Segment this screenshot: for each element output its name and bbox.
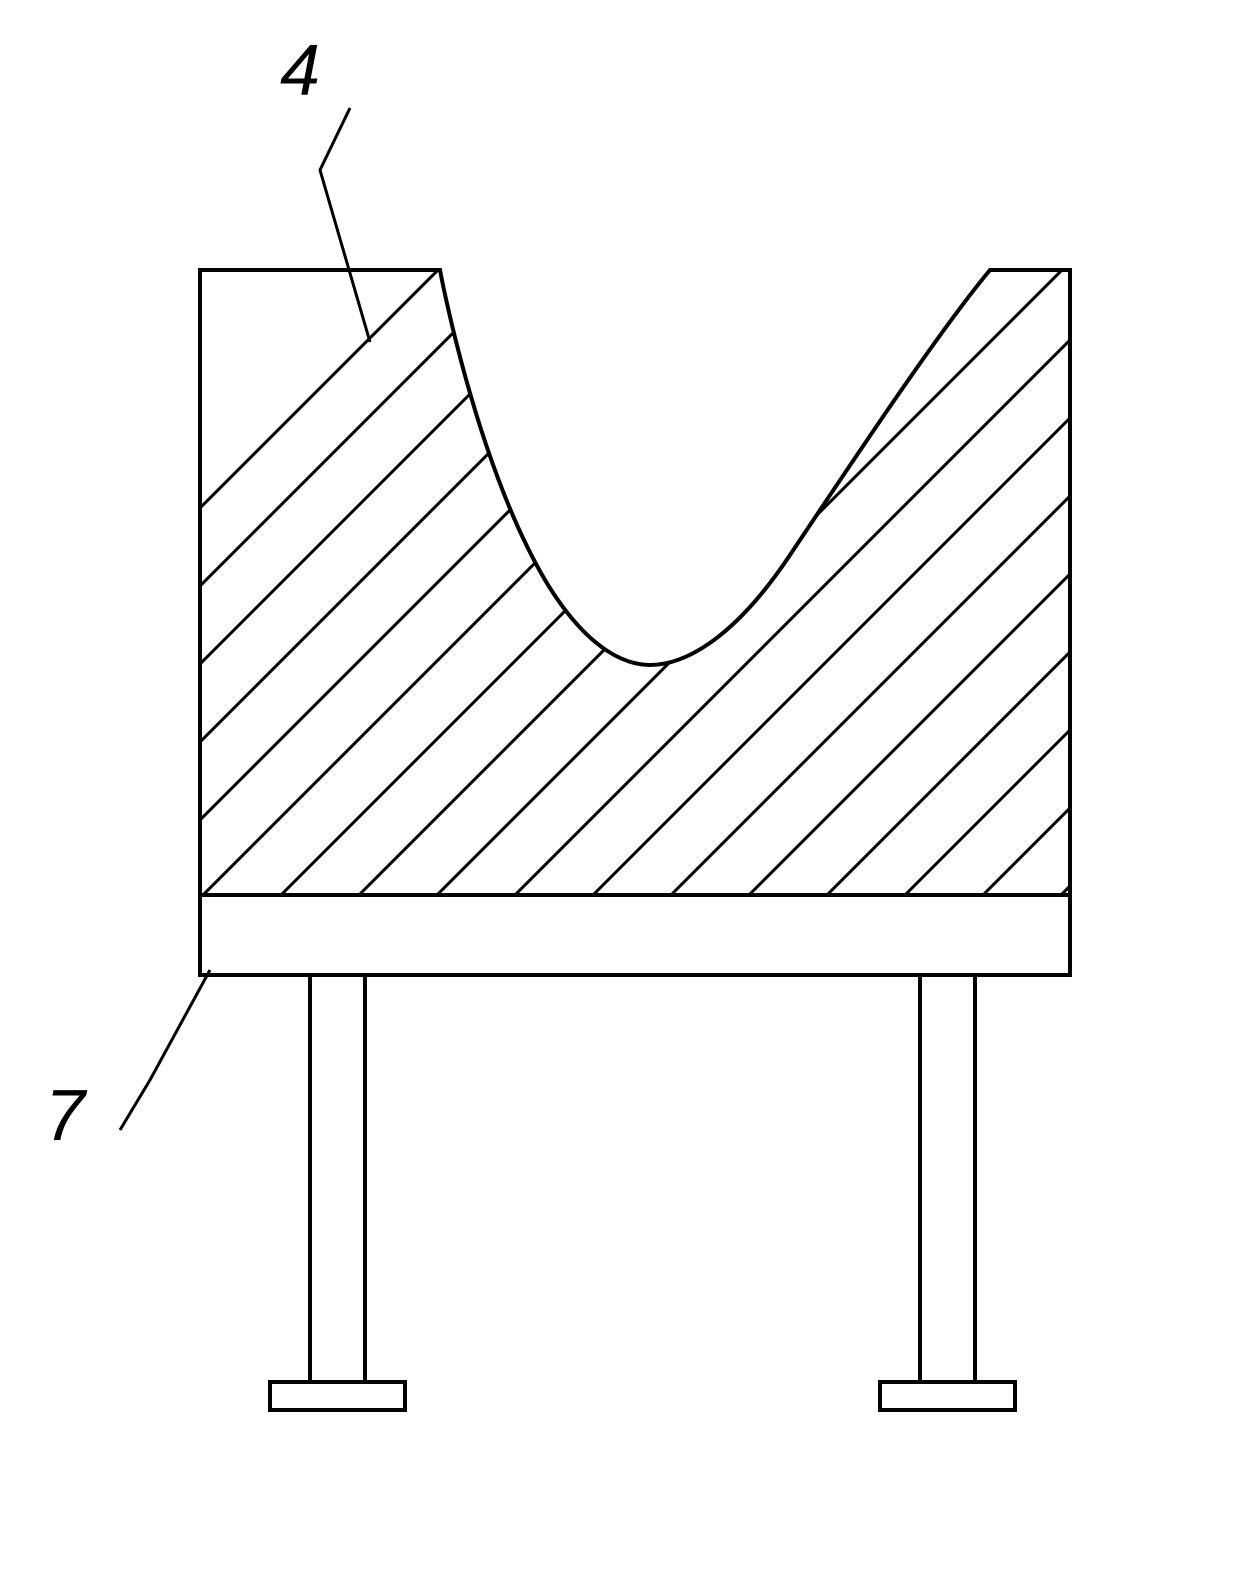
label-4: 4 <box>280 30 320 112</box>
v-block-outline <box>200 270 1070 895</box>
leader-line-7 <box>120 970 210 1130</box>
diagram-svg <box>0 0 1238 1565</box>
label-7: 7 <box>45 1075 85 1157</box>
right-foot <box>880 1382 1015 1410</box>
diagram-container: 4 7 <box>0 0 1238 1565</box>
right-leg <box>920 975 975 1382</box>
leader-line-4 <box>320 108 370 342</box>
left-foot <box>270 1382 405 1410</box>
hatch-pattern <box>0 250 1238 970</box>
left-leg <box>310 975 365 1382</box>
base-plate <box>200 895 1070 975</box>
